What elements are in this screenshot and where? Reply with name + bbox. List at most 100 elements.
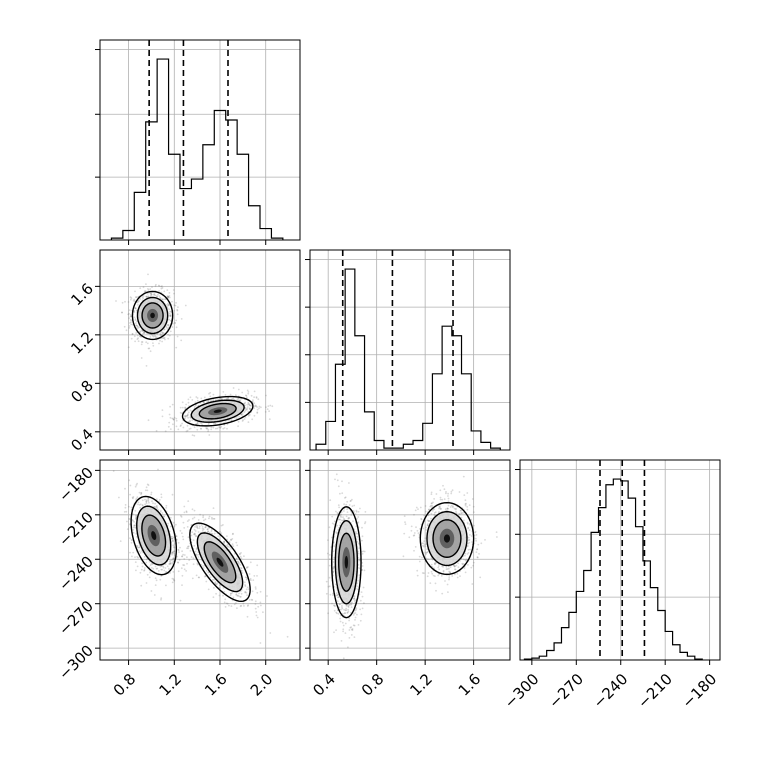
sample-point (219, 397, 221, 400)
sample-point (244, 406, 247, 409)
sample-point (259, 590, 262, 593)
sample-point (140, 336, 143, 338)
sample-point (214, 422, 217, 425)
sample-point (353, 597, 356, 599)
sample-point (244, 590, 247, 593)
sample-point (415, 506, 418, 509)
sample-point (175, 523, 177, 526)
sample-point (222, 594, 224, 597)
sample-point (128, 327, 131, 329)
sample-point (176, 313, 179, 316)
sample-point (172, 418, 175, 420)
sample-point (466, 522, 469, 525)
sample-point (175, 535, 178, 537)
sample-point (245, 576, 248, 579)
panel-frame (99, 39, 301, 241)
sample-point (179, 406, 182, 409)
sample-point (344, 497, 346, 499)
sample-point (332, 550, 335, 553)
sample-point (254, 586, 257, 588)
sample-point (134, 319, 137, 321)
sample-point (340, 511, 343, 513)
sample-point (268, 418, 271, 420)
sample-point (146, 573, 149, 576)
sample-point (341, 605, 343, 607)
sample-point (359, 619, 362, 622)
sample-point (258, 407, 260, 410)
sample-point (137, 327, 139, 330)
sample-point (237, 420, 240, 423)
sample-point (350, 626, 353, 628)
sample-point (227, 397, 229, 400)
sample-point (252, 399, 254, 402)
sample-point (211, 518, 214, 520)
sample-point (348, 482, 350, 484)
sample-point (136, 325, 139, 327)
sample-point (355, 607, 358, 610)
sample-point (159, 509, 162, 512)
sample-point (133, 311, 136, 314)
sample-point (237, 562, 240, 564)
sample-point (196, 397, 199, 399)
sample-point (170, 319, 172, 322)
sample-point (353, 598, 355, 601)
sample-point (241, 413, 244, 415)
sample-point (228, 540, 231, 543)
sample-point (198, 576, 201, 579)
sample-point (132, 551, 135, 554)
sample-point (353, 504, 356, 507)
sample-point (260, 604, 262, 607)
sample-point (195, 396, 198, 398)
sample-point (361, 552, 364, 555)
sample-point (199, 421, 202, 424)
sample-point (363, 550, 366, 553)
sample-point (249, 577, 252, 580)
sample-point (196, 554, 199, 556)
sample-point (337, 485, 340, 488)
sample-point (247, 421, 250, 423)
sample-point (255, 397, 258, 399)
sample-point (357, 516, 360, 518)
sample-point (215, 592, 218, 595)
sample-point (423, 544, 426, 546)
sample-point (185, 511, 188, 514)
sample-point (332, 571, 335, 573)
sample-point (246, 408, 248, 411)
sample-point (286, 635, 289, 638)
sample-point (135, 497, 138, 500)
sample-point (167, 333, 170, 336)
sample-point (327, 585, 330, 588)
sample-point (465, 559, 467, 562)
sample-point (237, 425, 240, 428)
sample-point (133, 335, 136, 338)
sample-point (147, 273, 149, 276)
sample-point (219, 427, 222, 429)
sample-point (169, 315, 172, 317)
sample-point (331, 522, 334, 525)
sample-point (172, 551, 175, 553)
sample-point (133, 524, 136, 527)
sample-point (355, 511, 358, 513)
sample-point (197, 576, 200, 579)
sample-point (268, 410, 270, 413)
sample-point (159, 339, 161, 342)
sample-point (150, 563, 153, 565)
sample-point (259, 642, 262, 644)
sample-point (468, 538, 471, 541)
sample-point (338, 603, 341, 606)
sample-point (175, 425, 178, 428)
sample-point (230, 592, 232, 595)
sample-point (144, 498, 146, 501)
sample-point (194, 535, 197, 538)
sample-point (139, 506, 142, 509)
sample-point (137, 340, 140, 343)
sample-point (169, 562, 172, 565)
sample-point (459, 575, 461, 577)
sample-point (236, 398, 239, 400)
sample-point (145, 295, 148, 298)
sample-point (342, 657, 345, 660)
sample-point (168, 567, 170, 570)
sample-point (333, 609, 336, 612)
sample-point (143, 332, 146, 334)
sample-point (141, 341, 144, 343)
